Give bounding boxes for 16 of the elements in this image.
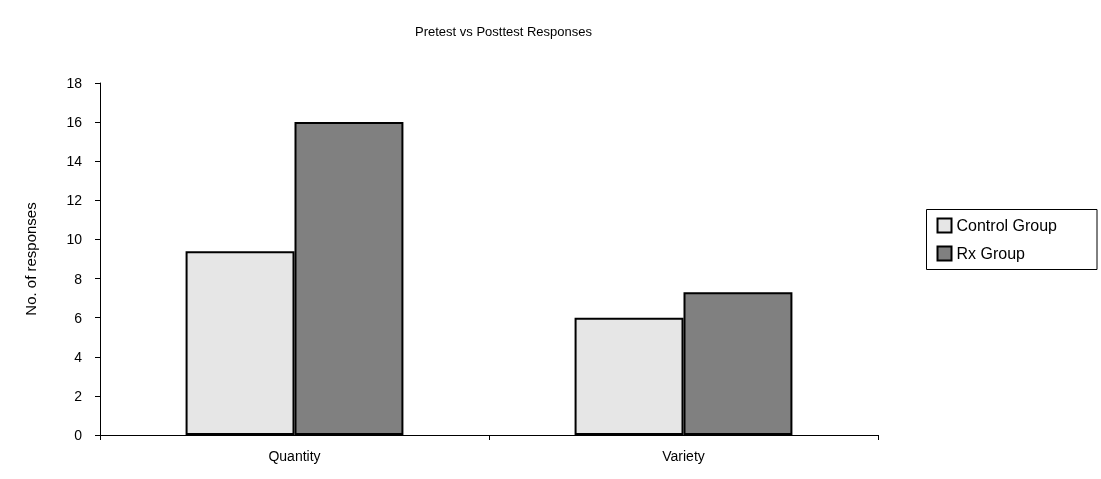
y-tick-label: 4 [74, 348, 83, 365]
legend-label: Control Group [956, 217, 1058, 234]
y-axis-title: No. of responses [22, 202, 39, 316]
y-tick-label: 10 [66, 231, 83, 248]
legend-label: Rx Group [956, 245, 1026, 262]
chart-title: Pretest vs Posttest Responses [415, 24, 593, 39]
y-tick-label: 0 [74, 427, 83, 443]
y-tick-label: 18 [66, 75, 83, 91]
y-tick-label: 12 [66, 192, 83, 209]
y-tick-label: 2 [74, 387, 83, 404]
y-tick-label: 16 [66, 114, 83, 131]
x-tick-label: Variety [662, 448, 705, 464]
y-tick-label: 14 [66, 153, 83, 170]
y-tick-label: 6 [74, 309, 83, 326]
x-tick-label: Quantity [268, 448, 321, 464]
y-tick-label: 8 [74, 270, 83, 287]
